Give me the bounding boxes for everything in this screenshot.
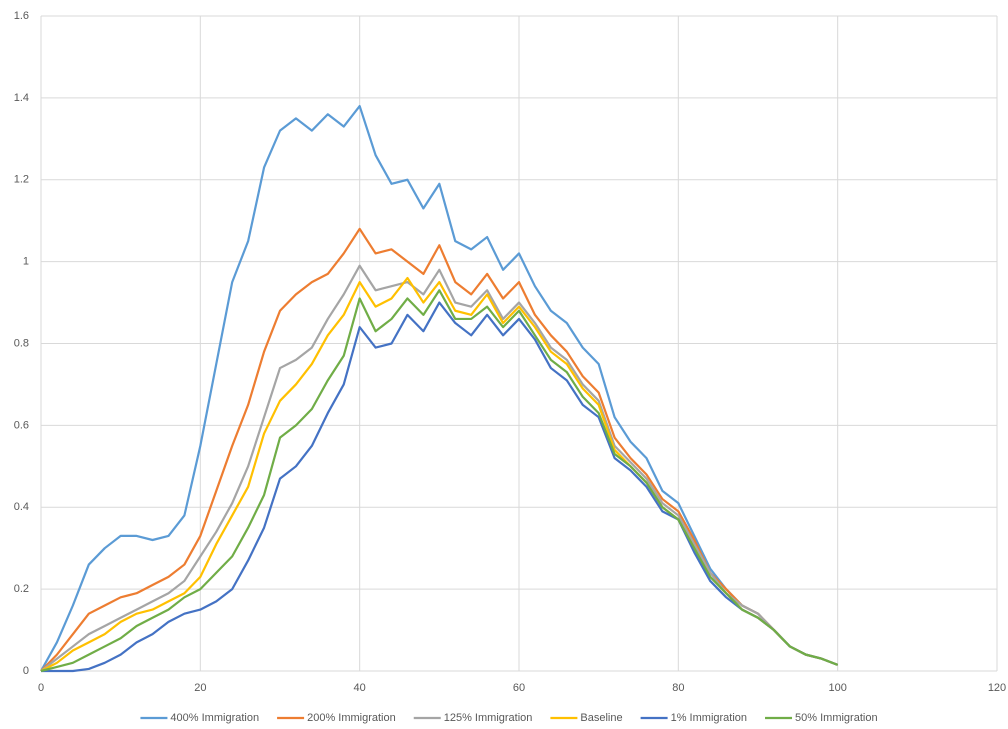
legend-label: 50% Immigration — [795, 712, 878, 724]
series-line — [40, 276, 839, 672]
y-tick-label: 0.4 — [14, 501, 29, 513]
legend-item: Baseline — [550, 712, 623, 724]
y-tick-label: 1 — [23, 256, 29, 268]
series-line — [41, 301, 839, 673]
legend-label: 200% Immigration — [307, 712, 396, 724]
series-line — [40, 104, 839, 672]
x-tick-label: 100 — [828, 682, 846, 694]
legend-item: 400% Immigration — [140, 712, 259, 724]
y-tick-label: 0.6 — [14, 419, 29, 431]
legend-label: Baseline — [580, 712, 622, 724]
legend-item: 1% Immigration — [640, 712, 747, 724]
x-tick-label: 60 — [513, 682, 525, 694]
x-tick-label: 40 — [354, 682, 366, 694]
series-line — [40, 264, 839, 672]
y-tick-label: 0.8 — [14, 337, 29, 349]
y-tick-label: 1.4 — [14, 92, 29, 104]
legend-label: 1% Immigration — [671, 712, 747, 724]
legend-item: 50% Immigration — [765, 712, 878, 724]
legend-item: 200% Immigration — [277, 712, 396, 724]
y-tick-label: 1.2 — [14, 174, 29, 186]
y-tick-label: 0.2 — [14, 583, 29, 595]
legend-label: 125% Immigration — [444, 712, 533, 724]
series-line — [40, 289, 839, 673]
x-tick-label: 20 — [194, 682, 206, 694]
legend-label: 400% Immigration — [170, 712, 259, 724]
legend: 400% Immigration 200% Immigration 125% Imm… — [140, 712, 878, 724]
x-tick-label: 120 — [988, 682, 1006, 694]
x-tick-label: 0 — [38, 682, 44, 694]
legend-item: 125% Immigration — [413, 712, 533, 724]
y-tick-label: 0 — [23, 665, 29, 677]
y-tick-label: 1.6 — [14, 10, 29, 22]
x-tick-label: 80 — [672, 682, 684, 694]
